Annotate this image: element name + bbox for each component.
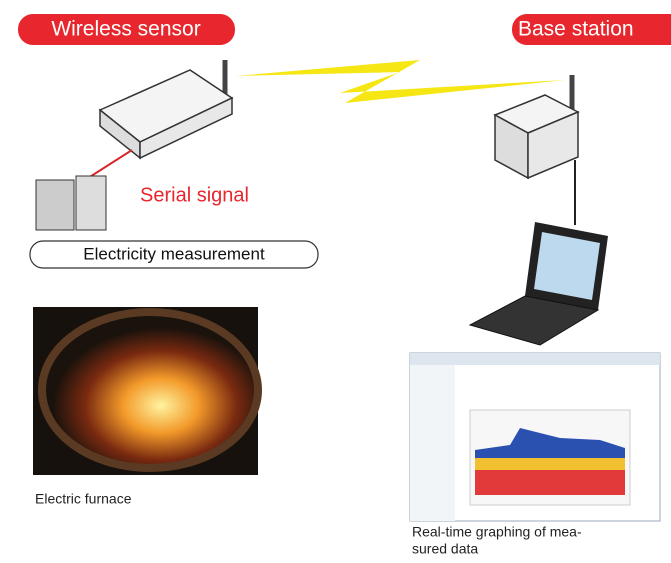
graph-bars: [475, 428, 625, 495]
signal-label: Serial signal: [140, 184, 249, 206]
meter: [75, 175, 107, 231]
laptop-screen: [534, 232, 600, 300]
graph-toolbar: [410, 353, 660, 365]
serial-cable: [84, 149, 133, 181]
graph-sidebar: [410, 365, 455, 521]
measurement-label: Electricity measurement: [83, 244, 265, 263]
graph-band: [475, 428, 625, 458]
sensor-front: [139, 96, 233, 160]
laptop-base: [468, 295, 600, 346]
graph-caption: Real-time graphing of mea-: [412, 524, 582, 540]
furnace-caption: Electric furnace: [35, 491, 132, 507]
base-label: Base station: [518, 18, 634, 41]
base-front: [527, 110, 579, 180]
radio-bolt: [236, 60, 565, 103]
sensor-pill: [18, 14, 235, 45]
sensor-label: Wireless sensor: [51, 18, 200, 41]
base-pill: [512, 14, 671, 45]
graph-band: [475, 470, 625, 495]
graph-caption: sured data: [412, 541, 478, 557]
furnace-fire: [38, 308, 262, 472]
measurement-outline: [29, 240, 319, 269]
meter: [35, 179, 75, 231]
graph-band: [475, 458, 625, 470]
